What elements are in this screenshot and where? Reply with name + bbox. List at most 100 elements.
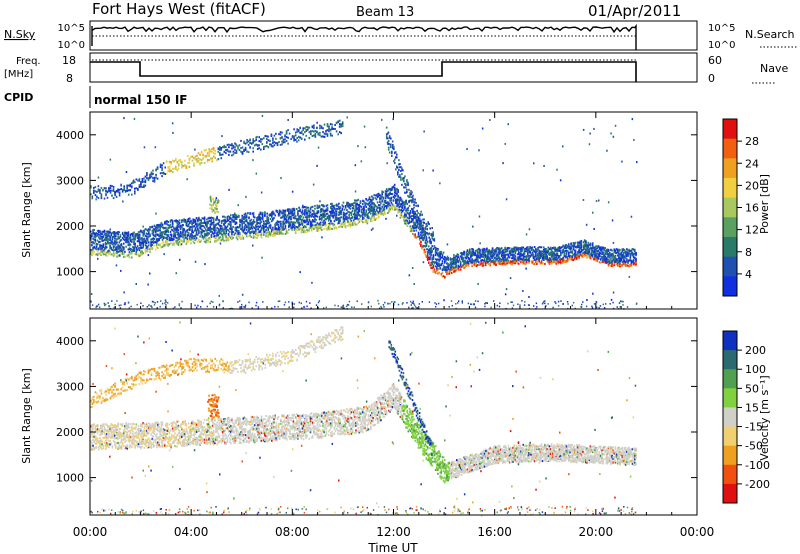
data-cell xyxy=(290,210,292,213)
data-cell xyxy=(488,257,490,260)
data-cell xyxy=(480,259,482,262)
data-cell xyxy=(324,218,327,221)
data-cell xyxy=(555,262,558,265)
data-cell xyxy=(315,223,317,226)
data-cell xyxy=(96,252,99,255)
data-cell xyxy=(344,213,347,215)
data-cell xyxy=(153,228,156,231)
data-cell xyxy=(115,235,117,238)
data-cell xyxy=(91,252,93,255)
data-cell xyxy=(207,217,209,220)
data-cell xyxy=(469,249,471,252)
data-cell xyxy=(437,264,439,267)
data-cell xyxy=(591,249,594,252)
data-cell xyxy=(356,215,358,218)
data-cell xyxy=(269,225,272,228)
data-cell xyxy=(390,207,393,209)
data-cell xyxy=(274,226,276,228)
data-cell xyxy=(491,248,494,251)
data-cell xyxy=(474,261,477,264)
data-cell xyxy=(344,224,347,227)
data-cell xyxy=(446,269,448,272)
data-cell xyxy=(330,207,332,210)
data-cell xyxy=(413,234,415,237)
data-cell xyxy=(300,222,303,225)
data-cell xyxy=(164,227,166,229)
data-cell xyxy=(193,238,196,241)
data-cell xyxy=(341,204,344,207)
data-cell xyxy=(326,207,329,210)
cpid-value: normal 150 IF xyxy=(94,93,188,107)
data-cell xyxy=(231,233,233,236)
data-cell xyxy=(541,258,544,261)
data-cell xyxy=(236,238,239,241)
data-cell xyxy=(194,238,197,241)
data-cell xyxy=(379,206,381,209)
data-cell xyxy=(472,254,474,257)
data-cell xyxy=(99,243,101,246)
data-cell xyxy=(467,258,470,261)
data-cell xyxy=(484,255,487,258)
data-cell xyxy=(164,222,166,225)
data-cell xyxy=(245,228,248,231)
data-cell xyxy=(481,264,484,267)
nsky-series xyxy=(91,23,637,50)
data-cell xyxy=(267,220,270,223)
data-cell xyxy=(113,249,116,251)
data-cell xyxy=(281,232,283,235)
data-cell xyxy=(549,248,552,251)
data-cell xyxy=(372,210,374,213)
data-cell xyxy=(305,215,307,218)
data-cell xyxy=(339,225,341,228)
data-cell xyxy=(239,218,241,221)
data-cell xyxy=(614,254,617,257)
data-cell xyxy=(486,255,488,258)
data-cell xyxy=(415,220,418,223)
data-cell xyxy=(498,250,501,253)
data-cell xyxy=(158,224,160,227)
data-cell xyxy=(392,205,395,208)
data-cell xyxy=(344,217,347,220)
data-cell xyxy=(395,190,397,193)
data-cell xyxy=(205,238,207,241)
data-cell xyxy=(109,242,111,245)
data-cell xyxy=(403,216,405,219)
data-cell xyxy=(499,258,502,260)
data-cell xyxy=(168,243,171,246)
data-cell xyxy=(171,219,174,222)
data-cell xyxy=(347,203,349,206)
data-cell xyxy=(545,254,547,257)
data-cell xyxy=(565,247,568,250)
data-cell xyxy=(520,261,522,264)
data-cell xyxy=(179,232,182,235)
data-cell xyxy=(409,228,412,231)
data-cell xyxy=(100,247,102,250)
data-cell xyxy=(224,216,226,219)
data-cell xyxy=(580,254,583,257)
data-cell xyxy=(160,246,163,249)
data-cell xyxy=(168,239,171,242)
data-cell xyxy=(247,230,249,233)
data-cell xyxy=(577,241,579,244)
data-cell xyxy=(198,218,200,221)
data-cell xyxy=(137,255,140,258)
data-cell xyxy=(404,203,406,206)
data-cell xyxy=(224,225,226,228)
data-cell xyxy=(113,235,116,237)
data-cell xyxy=(302,206,305,209)
data-cell xyxy=(594,248,596,251)
data-cell xyxy=(387,201,389,204)
data-cell xyxy=(590,251,593,254)
data-cell xyxy=(99,240,101,243)
data-cell xyxy=(191,229,193,232)
data-cell xyxy=(428,257,430,260)
data-cell xyxy=(581,253,584,256)
data-cell xyxy=(161,232,164,235)
data-cell xyxy=(564,250,567,252)
data-cell xyxy=(522,246,525,249)
data-cell xyxy=(429,253,431,256)
data-cell xyxy=(502,260,504,263)
data-cell xyxy=(332,211,334,214)
data-cell xyxy=(363,208,365,211)
data-cell xyxy=(406,207,408,210)
